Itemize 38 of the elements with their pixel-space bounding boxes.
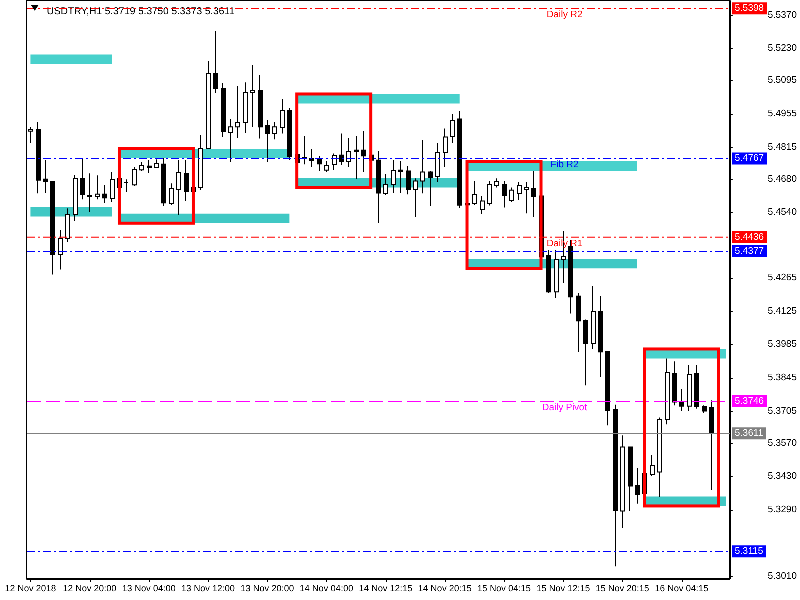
ref-line-label: 5.3115 xyxy=(735,546,764,558)
y-tick-label: 5.3290 xyxy=(768,504,798,516)
x-tick-label: 15 Nov 12:15 xyxy=(536,584,590,594)
y-tick-label: 5.5095 xyxy=(768,75,798,86)
y-tick-label: 5.3985 xyxy=(768,339,798,350)
x-tick-label: 13 Nov 12:00 xyxy=(182,584,236,594)
y-tick-label: 5.4125 xyxy=(768,306,798,317)
annotation: Fib R2 xyxy=(550,160,579,171)
y-tick-label: 5.3570 xyxy=(768,438,798,449)
y-tick-label: 5.4540 xyxy=(768,207,798,218)
ref-line-label: 5.3746 xyxy=(735,396,764,408)
y-tick-label: 5.5230 xyxy=(768,43,798,54)
x-tick-label: 15 Nov 04:15 xyxy=(477,584,532,594)
ref-line-label: 5.4436 xyxy=(735,232,764,243)
y-tick-label: 5.3845 xyxy=(768,372,798,384)
y-tick-label: 5.4680 xyxy=(768,174,798,185)
x-tick-label: 13 Nov 20:00 xyxy=(240,584,294,594)
ref-line-label: 5.4377 xyxy=(735,246,764,257)
annotation: Daily Pivot xyxy=(542,402,588,414)
x-tick-label: 13 Nov 04:00 xyxy=(122,584,176,594)
x-tick-label: 12 Nov 2018 xyxy=(5,584,56,594)
y-tick-label: 5.3010 xyxy=(768,571,798,582)
x-tick-label: 12 Nov 20:00 xyxy=(63,584,117,594)
ref-line-label: 5.4767 xyxy=(735,153,764,164)
y-tick-label: 5.3430 xyxy=(768,471,798,482)
y-tick-label: 5.3705 xyxy=(768,406,798,417)
y-tick-label: 5.4265 xyxy=(768,272,798,284)
y-tick-label: 5.4815 xyxy=(768,142,798,153)
x-tick-label: 14 Nov 12:15 xyxy=(359,584,413,594)
y-tick-label: 5.5370 xyxy=(768,10,798,21)
x-tick-label: 15 Nov 20:15 xyxy=(596,584,650,594)
annotation: Daily R2 xyxy=(546,10,583,21)
ref-line-label: 5.5398 xyxy=(735,3,764,14)
x-tick-label: 14 Nov 20:15 xyxy=(418,584,472,594)
x-tick-label: 14 Nov 04:00 xyxy=(300,584,354,594)
x-tick-label: 16 Nov 04:15 xyxy=(655,584,709,594)
ref-line-label: 5.3611 xyxy=(735,428,764,440)
y-tick-label: 5.4955 xyxy=(768,108,798,120)
